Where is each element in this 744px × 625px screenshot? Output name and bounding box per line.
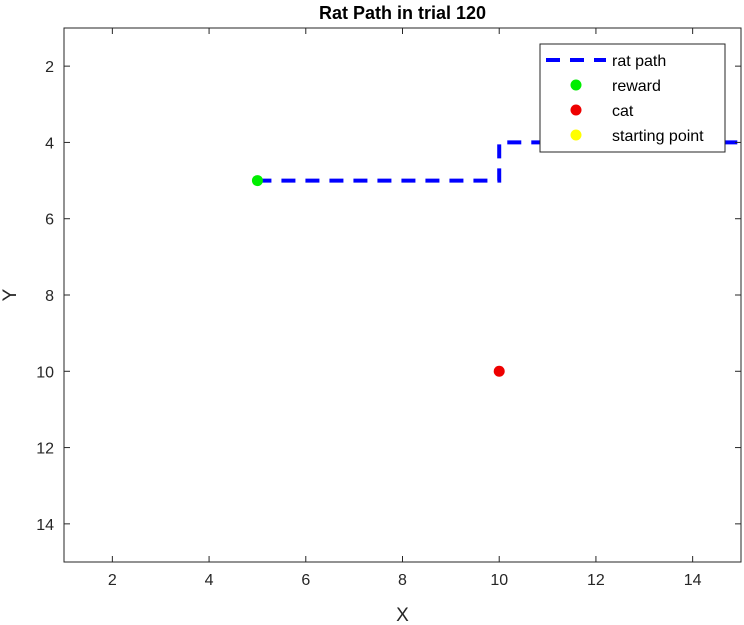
cat-marker bbox=[493, 365, 505, 377]
chart-title: Rat Path in trial 120 bbox=[319, 3, 486, 23]
legend: rat path reward cat starting point bbox=[539, 43, 726, 153]
plot-area bbox=[251, 140, 741, 377]
legend-swatch-starting-point bbox=[570, 129, 582, 141]
y-tick-label-4: 10 bbox=[36, 364, 54, 381]
axes-box bbox=[63, 27, 742, 563]
x-tick-label-2: 6 bbox=[301, 572, 310, 589]
x-axis-label: X bbox=[396, 605, 409, 625]
x-tick-label-0: 2 bbox=[108, 572, 117, 589]
y-tick-label-1: 4 bbox=[45, 135, 54, 152]
x-tick-label-1: 4 bbox=[205, 572, 214, 589]
y-tick-label-2: 6 bbox=[45, 212, 54, 229]
y-tick-label-0: 2 bbox=[45, 59, 54, 76]
legend-label-rat-path: rat path bbox=[612, 53, 666, 70]
x-tick-label-6: 14 bbox=[684, 572, 702, 589]
x-tick-label-3: 8 bbox=[398, 572, 407, 589]
x-tick-label-4: 10 bbox=[490, 572, 508, 589]
legend-label-reward: reward bbox=[612, 78, 661, 95]
y-axis-label: Y bbox=[0, 288, 21, 301]
x-tick-label-5: 12 bbox=[587, 572, 605, 589]
legend-label-cat: cat bbox=[612, 103, 634, 120]
reward-marker bbox=[251, 175, 263, 187]
axis-ticks: 2 4 6 8 10 12 14 2 4 6 8 10 12 14 bbox=[36, 28, 741, 589]
legend-swatch-cat bbox=[570, 104, 582, 116]
y-tick-label-6: 14 bbox=[36, 517, 54, 534]
rat-path-line bbox=[257, 140, 741, 183]
y-tick-label-3: 8 bbox=[45, 288, 54, 305]
legend-swatch-reward bbox=[570, 79, 582, 91]
legend-label-starting-point: starting point bbox=[612, 128, 704, 145]
y-tick-label-5: 12 bbox=[36, 441, 54, 458]
